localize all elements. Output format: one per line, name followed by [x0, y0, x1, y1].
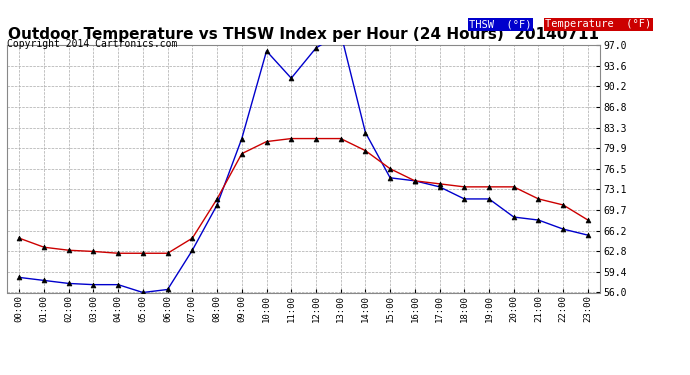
Text: THSW  (°F): THSW (°F)	[469, 20, 532, 29]
Text: Temperature  (°F): Temperature (°F)	[545, 20, 651, 29]
Text: Copyright 2014 Cartronics.com: Copyright 2014 Cartronics.com	[7, 39, 177, 50]
Title: Outdoor Temperature vs THSW Index per Hour (24 Hours)  20140711: Outdoor Temperature vs THSW Index per Ho…	[8, 27, 599, 42]
